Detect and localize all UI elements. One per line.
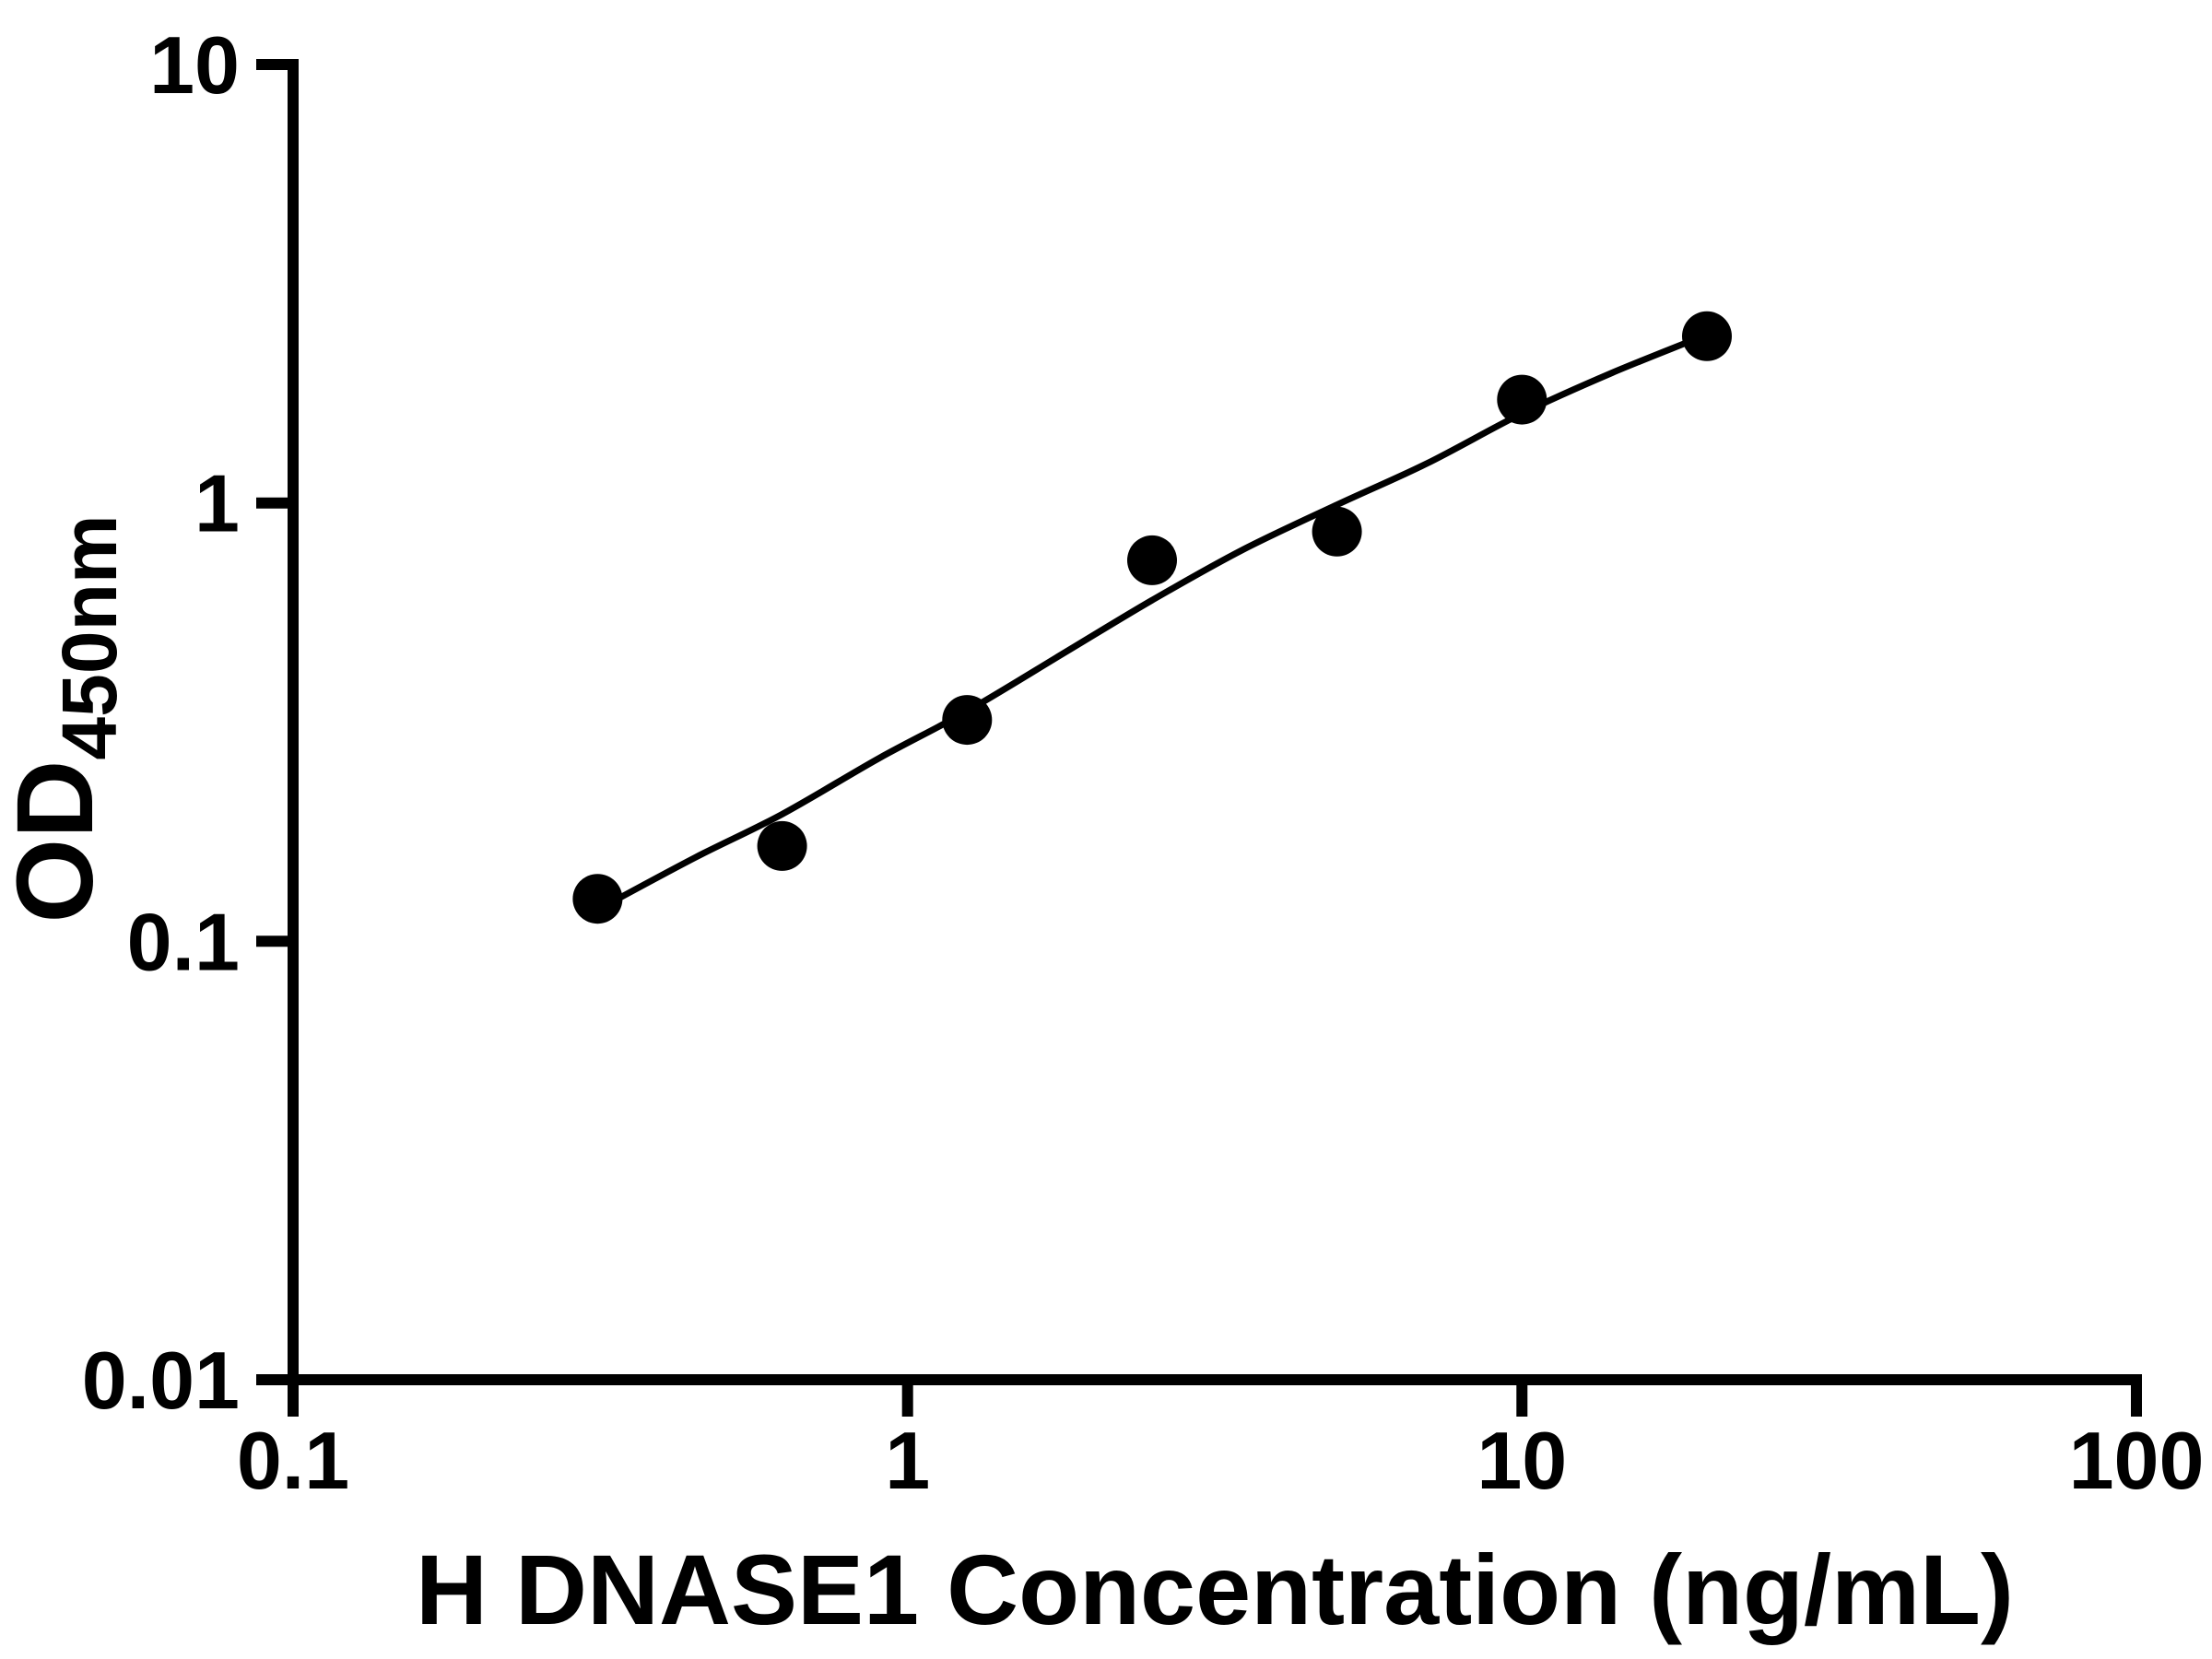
fit-curve-path — [594, 331, 1711, 913]
y-axis-title-subscript: 450nm — [46, 514, 133, 759]
data-point — [1682, 311, 1732, 361]
data-point — [1127, 535, 1177, 585]
x-tick-label: 10 — [1477, 1415, 1567, 1506]
x-axis-title: H DNASE1 Concentration (ng/mL) — [416, 1534, 2014, 1645]
data-point — [1497, 374, 1547, 425]
x-tick-label: 0.1 — [237, 1415, 349, 1506]
data-point — [1312, 506, 1362, 557]
data-point — [942, 695, 993, 746]
axes — [288, 59, 2142, 1385]
data-point — [757, 820, 807, 871]
y-tick-label: 10 — [149, 19, 240, 111]
y-axis-title-main: OD — [0, 760, 116, 924]
y-axis-title: OD450nm — [0, 514, 133, 923]
data-point — [572, 874, 623, 924]
axis-ticks — [256, 59, 2142, 1417]
y-tick-label: 0.01 — [82, 1335, 240, 1426]
y-tick-label: 0.1 — [127, 896, 240, 987]
fit-curve-layer — [594, 331, 1711, 913]
x-tick-label: 100 — [2069, 1415, 2205, 1506]
y-tick-label: 1 — [194, 458, 240, 549]
x-tick-label: 1 — [885, 1415, 930, 1506]
axis-spines — [288, 59, 2142, 1385]
data-points-layer — [572, 311, 1732, 924]
